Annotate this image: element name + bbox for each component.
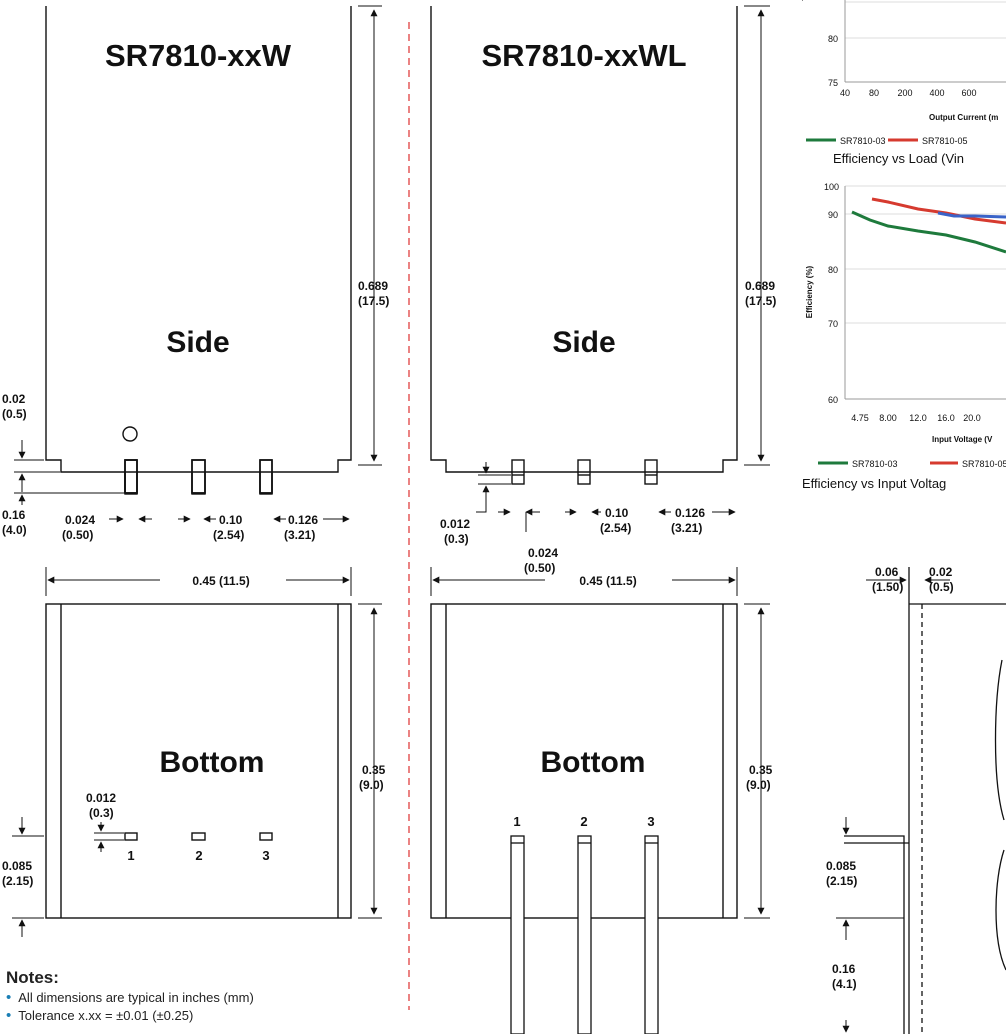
note-item: All dimensions are typical in inches (mm…	[6, 989, 254, 1007]
load-xlabel: Output Current (m	[929, 113, 998, 122]
load-xtick-400: 400	[929, 88, 944, 98]
input-ytick-60: 60	[828, 395, 838, 405]
left-pitch-mm: (2.54)	[213, 528, 244, 542]
left-pin-width-mm: (0.50)	[62, 528, 93, 542]
input-ytick-70: 70	[828, 319, 838, 329]
left-pin-length-mm: (4.0)	[2, 523, 27, 537]
input-series-red	[871, 197, 1006, 225]
left-pin-thickness-in: 0.012	[86, 791, 116, 805]
left-depth-mm: (9.0)	[359, 778, 384, 792]
load-ytick-75: 75	[828, 78, 838, 88]
note-item: Tolerance x.xx = ±0.01 (±0.25)	[6, 1007, 254, 1025]
load-caption: Efficiency vs Load (Vin	[833, 151, 964, 166]
right-side-view	[430, 6, 738, 485]
input-xtick-475: 4.75	[851, 413, 869, 423]
input-xtick-20: 20.0	[963, 413, 981, 423]
input-legend-1: SR7810-03	[852, 459, 898, 469]
left-side-pins	[124, 459, 273, 495]
load-legend-1: SR7810-03	[840, 136, 886, 146]
detail-d-mm: (4.1)	[832, 977, 857, 991]
right-bottom-pins	[510, 835, 659, 1034]
right-side-label: Side	[552, 326, 615, 359]
detail-a-in: 0.06	[875, 565, 899, 579]
input-ytick-100: 100	[824, 182, 839, 192]
input-legend-2: SR7810-05	[962, 459, 1006, 469]
left-height-in: 0.689	[358, 279, 388, 293]
right-pitch-in: 0.10	[605, 506, 629, 520]
right-pin-width-in: 0.024	[528, 546, 558, 560]
right-edge-in: 0.126	[675, 506, 705, 520]
input-xlabel: Input Voltage (V	[932, 435, 993, 444]
input-xtick-12: 12.0	[909, 413, 927, 423]
left-edge-mm: (3.21)	[284, 528, 315, 542]
right-width-label: 0.45 (11.5)	[579, 574, 636, 588]
right-bottom-label: Bottom	[541, 746, 646, 779]
left-standoff-mm: (0.5)	[2, 407, 27, 421]
left-pin-3: 3	[262, 848, 269, 863]
input-caption: Efficiency vs Input Voltag	[802, 476, 946, 491]
right-pin-2: 2	[580, 814, 587, 829]
input-ytick-90: 90	[828, 210, 838, 220]
left-pitch-in: 0.10	[219, 513, 243, 527]
left-pin-width-in: 0.024	[65, 513, 95, 527]
right-pin-width-mm: (0.50)	[524, 561, 555, 575]
input-ylabel: Efficiency (%)	[805, 265, 814, 318]
mounting-detail	[844, 567, 1006, 1034]
detail-d-in: 0.16	[832, 962, 856, 976]
left-pin-row-mm: (2.15)	[2, 874, 33, 888]
left-pin-thickness-mm: (0.3)	[89, 806, 114, 820]
detail-c-in: 0.085	[826, 859, 856, 873]
left-pin-2: 2	[195, 848, 202, 863]
input-xtick-8: 8.00	[879, 413, 897, 423]
detail-c-mm: (2.15)	[826, 874, 857, 888]
right-pitch-mm: (2.54)	[600, 521, 631, 535]
left-pin-row-in: 0.085	[2, 859, 32, 873]
left-side-label: Side	[166, 326, 229, 359]
right-edge-mm: (3.21)	[671, 521, 702, 535]
left-height-mm: (17.5)	[358, 294, 389, 308]
input-xtick-16: 16.0	[937, 413, 955, 423]
input-series-green	[851, 210, 1006, 254]
input-series-blue	[937, 211, 1006, 219]
notes-list: All dimensions are typical in inches (mm…	[6, 989, 254, 1025]
left-bottom-view	[45, 603, 352, 919]
left-model-title: SR7810-xxW	[105, 38, 292, 73]
load-xtick-80: 80	[869, 88, 879, 98]
left-bottom-label: Bottom	[160, 746, 265, 779]
chart-load: 80 75 40 80 200 400 600 Output Current (…	[802, 0, 1006, 166]
left-pin-length-in: 0.16	[2, 508, 26, 522]
right-height-mm: (17.5)	[745, 294, 776, 308]
load-xtick-200: 200	[897, 88, 912, 98]
left-standoff-in: 0.02	[2, 392, 26, 406]
left-side-view	[45, 6, 352, 494]
left-edge-in: 0.126	[288, 513, 318, 527]
load-xtick-40: 40	[840, 88, 850, 98]
left-pin-1: 1	[127, 848, 134, 863]
right-pin-thickness-in: 0.012	[440, 517, 470, 531]
left-depth-in: 0.35	[362, 763, 386, 777]
right-pin-thickness-mm: (0.3)	[444, 532, 469, 546]
left-width-label: 0.45 (11.5)	[192, 574, 249, 588]
detail-b-mm: (0.5)	[929, 580, 954, 594]
chart-input: Efficiency (%) 100 90 80 70 60 4.75 8.00…	[802, 182, 1006, 491]
right-depth-in: 0.35	[749, 763, 773, 777]
input-ytick-80: 80	[828, 265, 838, 275]
detail-a-mm: (1.50)	[872, 580, 903, 594]
notes-title: Notes:	[6, 968, 59, 987]
right-depth-mm: (9.0)	[746, 778, 771, 792]
detail-b-in: 0.02	[929, 565, 953, 579]
load-legend-2: SR7810-05	[922, 136, 968, 146]
load-xtick-600: 600	[961, 88, 976, 98]
right-pin-3: 3	[647, 814, 654, 829]
right-height-in: 0.689	[745, 279, 775, 293]
right-model-title: SR7810-xxWL	[481, 38, 686, 73]
load-ytick-80: 80	[828, 34, 838, 44]
right-pin-1: 1	[513, 814, 520, 829]
